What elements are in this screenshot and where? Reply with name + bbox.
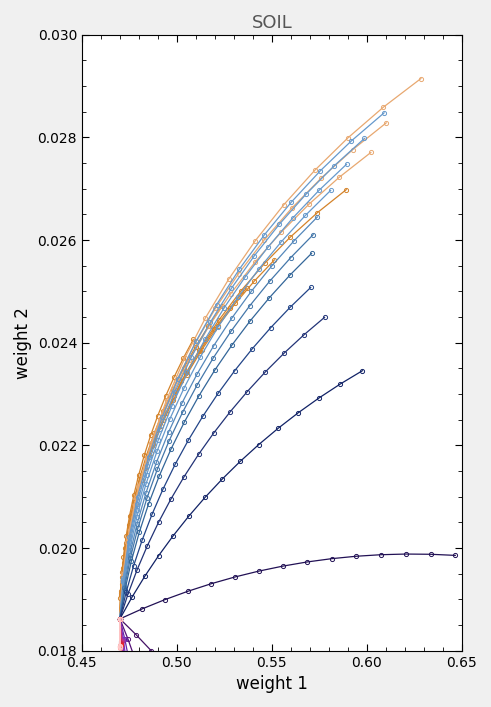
X-axis label: weight 1: weight 1	[236, 675, 308, 693]
Title: SOIL: SOIL	[251, 14, 292, 32]
Y-axis label: weight 2: weight 2	[14, 307, 32, 379]
